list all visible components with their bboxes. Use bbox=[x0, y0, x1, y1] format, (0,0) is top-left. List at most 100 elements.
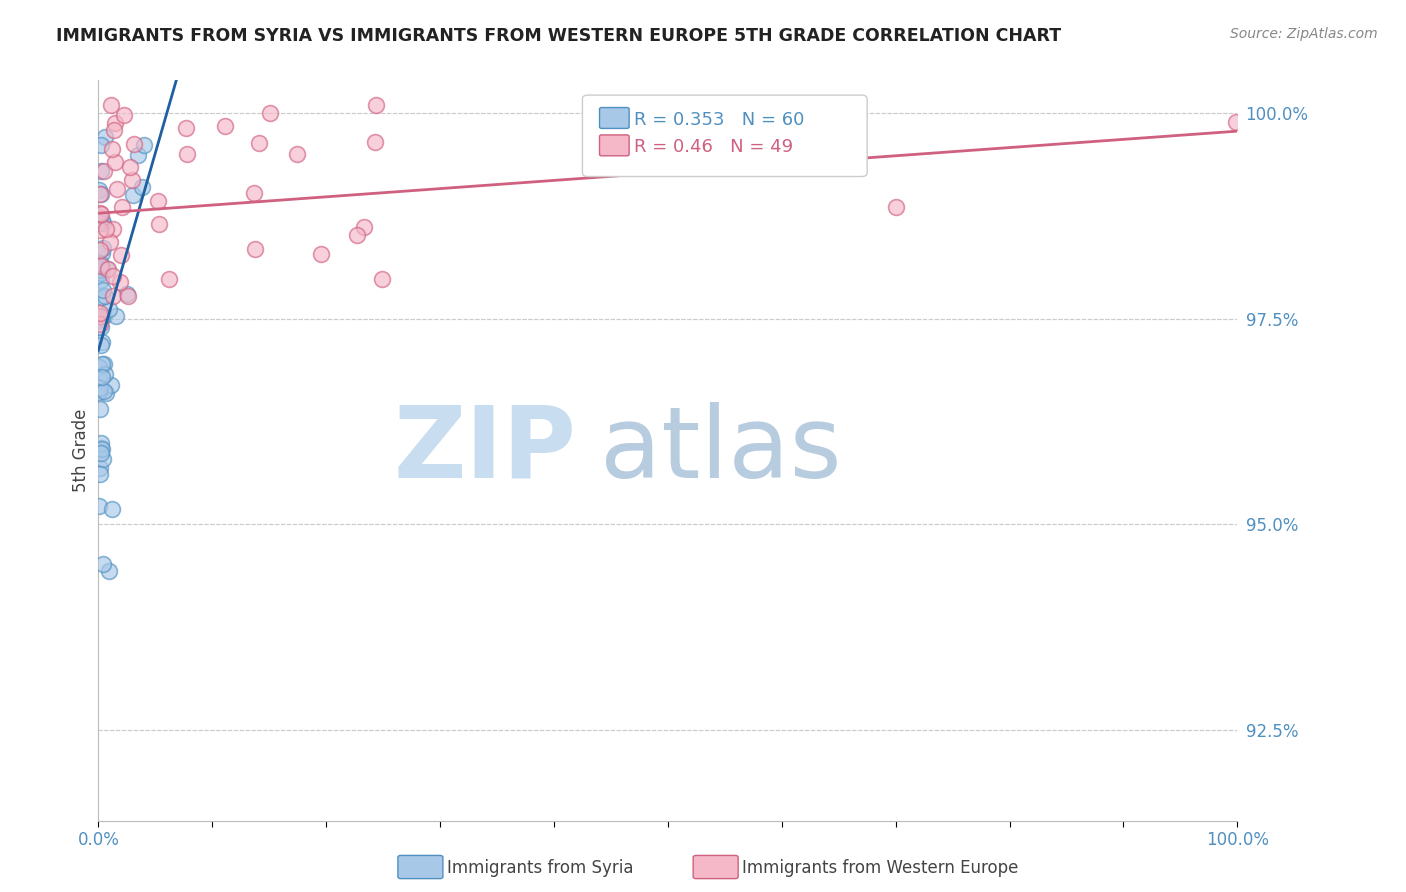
Text: Immigrants from Syria: Immigrants from Syria bbox=[447, 859, 634, 877]
Point bbox=[90, 335, 112, 350]
Point bbox=[104, 154, 127, 169]
Point bbox=[87, 499, 110, 513]
Point bbox=[176, 146, 198, 161]
Point bbox=[93, 384, 115, 398]
Point bbox=[90, 187, 112, 202]
Point bbox=[89, 369, 111, 384]
Point bbox=[110, 248, 132, 262]
Point bbox=[94, 129, 117, 144]
Point bbox=[91, 310, 114, 324]
Point bbox=[104, 309, 127, 323]
Point bbox=[122, 136, 145, 151]
Text: Source: ZipAtlas.com: Source: ZipAtlas.com bbox=[1230, 27, 1378, 41]
Point bbox=[364, 136, 387, 150]
Point bbox=[117, 289, 139, 303]
Point bbox=[100, 378, 122, 392]
Point bbox=[101, 502, 124, 516]
Point bbox=[98, 235, 121, 249]
Point bbox=[89, 402, 111, 417]
Point bbox=[94, 222, 117, 236]
Point bbox=[89, 382, 111, 396]
Point bbox=[87, 183, 110, 197]
Point bbox=[94, 385, 117, 400]
Point bbox=[243, 186, 266, 201]
Point bbox=[90, 337, 112, 351]
Point bbox=[121, 188, 143, 202]
Point bbox=[89, 243, 111, 257]
Point bbox=[89, 460, 111, 475]
Point bbox=[89, 442, 111, 457]
Text: R = 0.46   N = 49: R = 0.46 N = 49 bbox=[634, 138, 793, 156]
Point bbox=[243, 242, 266, 256]
Point bbox=[90, 137, 112, 152]
Point bbox=[97, 261, 120, 276]
Point bbox=[371, 272, 394, 286]
Point bbox=[90, 446, 112, 460]
Point bbox=[157, 272, 180, 286]
Point bbox=[89, 187, 111, 202]
Point bbox=[98, 302, 121, 317]
Point bbox=[311, 247, 333, 261]
Point bbox=[118, 160, 141, 174]
Point bbox=[90, 435, 112, 450]
Point bbox=[90, 267, 112, 281]
Text: Immigrants from Western Europe: Immigrants from Western Europe bbox=[742, 859, 1019, 877]
Point bbox=[90, 263, 112, 277]
Point bbox=[146, 194, 169, 208]
Point bbox=[115, 286, 138, 301]
Point bbox=[98, 564, 121, 578]
Point bbox=[884, 200, 907, 214]
FancyBboxPatch shape bbox=[599, 135, 628, 156]
Point bbox=[96, 262, 118, 277]
Point bbox=[214, 119, 236, 133]
Text: atlas: atlas bbox=[599, 402, 841, 499]
Point bbox=[87, 385, 110, 400]
Point bbox=[93, 357, 115, 371]
Point bbox=[89, 216, 111, 230]
Point bbox=[174, 120, 197, 135]
Text: R = 0.353   N = 60: R = 0.353 N = 60 bbox=[634, 111, 804, 128]
Point bbox=[93, 216, 115, 230]
Point bbox=[90, 441, 112, 455]
Text: ZIP: ZIP bbox=[394, 402, 576, 499]
Point bbox=[366, 98, 388, 112]
Point bbox=[87, 313, 110, 327]
Point bbox=[103, 269, 125, 284]
Point bbox=[89, 306, 111, 320]
Point bbox=[89, 206, 111, 220]
Point bbox=[91, 283, 114, 297]
Point bbox=[346, 228, 368, 243]
Point bbox=[93, 163, 115, 178]
Point bbox=[90, 163, 112, 178]
Point bbox=[90, 259, 112, 273]
Point bbox=[91, 558, 114, 572]
Point bbox=[90, 207, 112, 221]
Point bbox=[89, 273, 111, 287]
Point bbox=[90, 310, 112, 325]
Point bbox=[89, 211, 111, 225]
Point bbox=[87, 359, 110, 374]
Point bbox=[121, 173, 143, 187]
Point bbox=[94, 367, 117, 381]
Point bbox=[103, 289, 125, 303]
Point bbox=[285, 146, 308, 161]
Point bbox=[91, 357, 114, 371]
Point bbox=[131, 179, 153, 194]
Point bbox=[100, 98, 122, 112]
Y-axis label: 5th Grade: 5th Grade bbox=[72, 409, 90, 492]
Point bbox=[90, 245, 112, 260]
FancyBboxPatch shape bbox=[599, 108, 628, 128]
Point bbox=[91, 261, 114, 276]
Point bbox=[89, 467, 111, 481]
Point bbox=[89, 317, 111, 331]
Point bbox=[112, 108, 135, 122]
Point bbox=[90, 290, 112, 304]
Point bbox=[90, 442, 112, 456]
Point bbox=[89, 223, 111, 237]
Point bbox=[93, 309, 115, 323]
Point bbox=[89, 266, 111, 280]
Point bbox=[107, 181, 129, 195]
Point bbox=[111, 200, 134, 214]
Point bbox=[247, 136, 270, 150]
Point bbox=[353, 220, 375, 235]
